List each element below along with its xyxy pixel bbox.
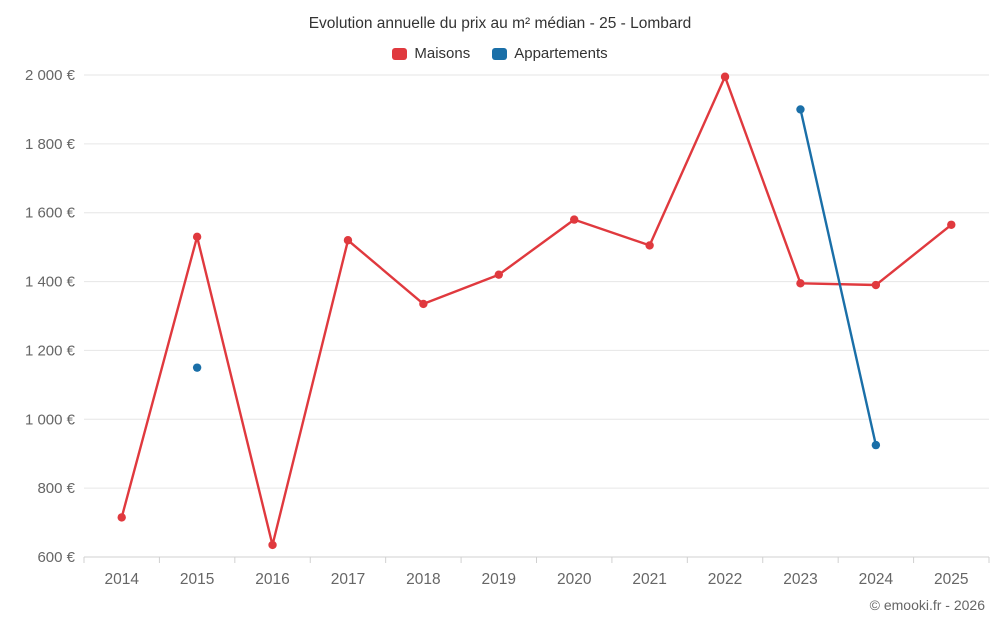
data-point-maisons[interactable] <box>871 280 881 290</box>
data-point-appartements[interactable] <box>192 363 202 372</box>
credit-text: © emooki.fr - 2026 <box>869 597 985 613</box>
x-axis-tick-label: 2015 <box>180 571 214 588</box>
x-axis-tick-label: 2019 <box>482 571 516 588</box>
x-axis-tick-label: 2018 <box>406 571 440 588</box>
data-point-maisons[interactable] <box>645 241 654 250</box>
x-axis-tick-label: 2014 <box>104 571 139 588</box>
y-axis-tick-label: 800 € <box>37 480 75 497</box>
legend-label-appartements: Appartements <box>514 45 608 62</box>
x-axis-tick-label: 2017 <box>331 571 365 588</box>
data-point-maisons[interactable] <box>419 299 428 309</box>
y-axis-tick-label: 1 600 € <box>25 205 76 222</box>
y-axis-tick-label: 2 000 € <box>25 67 76 84</box>
legend-marker-appartements-icon <box>492 47 508 60</box>
chart-title: Evolution annuelle du prix au m² médian … <box>308 15 692 32</box>
x-axis-tick-label: 2021 <box>632 571 666 588</box>
legend-label-maisons: Maisons <box>414 45 471 62</box>
x-axis-tick-label: 2022 <box>708 571 742 588</box>
data-point-maisons[interactable] <box>117 513 126 522</box>
data-point-maisons[interactable] <box>947 220 956 229</box>
legend: Maisons Appartements <box>0 45 1000 62</box>
y-axis-tick-label: 600 € <box>37 549 75 566</box>
y-axis-tick-label: 1 800 € <box>25 136 76 153</box>
data-point-maisons[interactable] <box>796 279 805 288</box>
x-axis-tick-label: 2023 <box>783 571 817 588</box>
y-axis-tick-label: 1 200 € <box>25 342 76 359</box>
x-axis-tick-label: 2025 <box>934 571 968 588</box>
data-point-maisons[interactable] <box>268 540 277 550</box>
y-axis-tick-label: 1 000 € <box>25 411 76 428</box>
data-point-appartements[interactable] <box>796 105 805 114</box>
legend-item-appartements[interactable]: Appartements <box>492 45 608 62</box>
data-point-maisons[interactable] <box>343 236 353 245</box>
data-point-maisons[interactable] <box>720 72 730 81</box>
data-point-maisons[interactable] <box>494 270 503 279</box>
series-line-maisons <box>120 75 953 547</box>
legend-marker-maisons-icon <box>392 47 408 60</box>
x-axis-tick-label: 2020 <box>557 571 592 588</box>
series-line-appartements <box>799 108 878 447</box>
data-point-maisons[interactable] <box>570 215 579 224</box>
y-axis-tick-label: 1 400 € <box>25 274 76 291</box>
x-axis-tick-label: 2016 <box>255 571 289 588</box>
data-point-appartements[interactable] <box>871 440 881 450</box>
x-axis-tick-label: 2024 <box>859 571 894 588</box>
legend-item-maisons[interactable]: Maisons <box>392 45 470 62</box>
data-point-maisons[interactable] <box>192 232 202 242</box>
